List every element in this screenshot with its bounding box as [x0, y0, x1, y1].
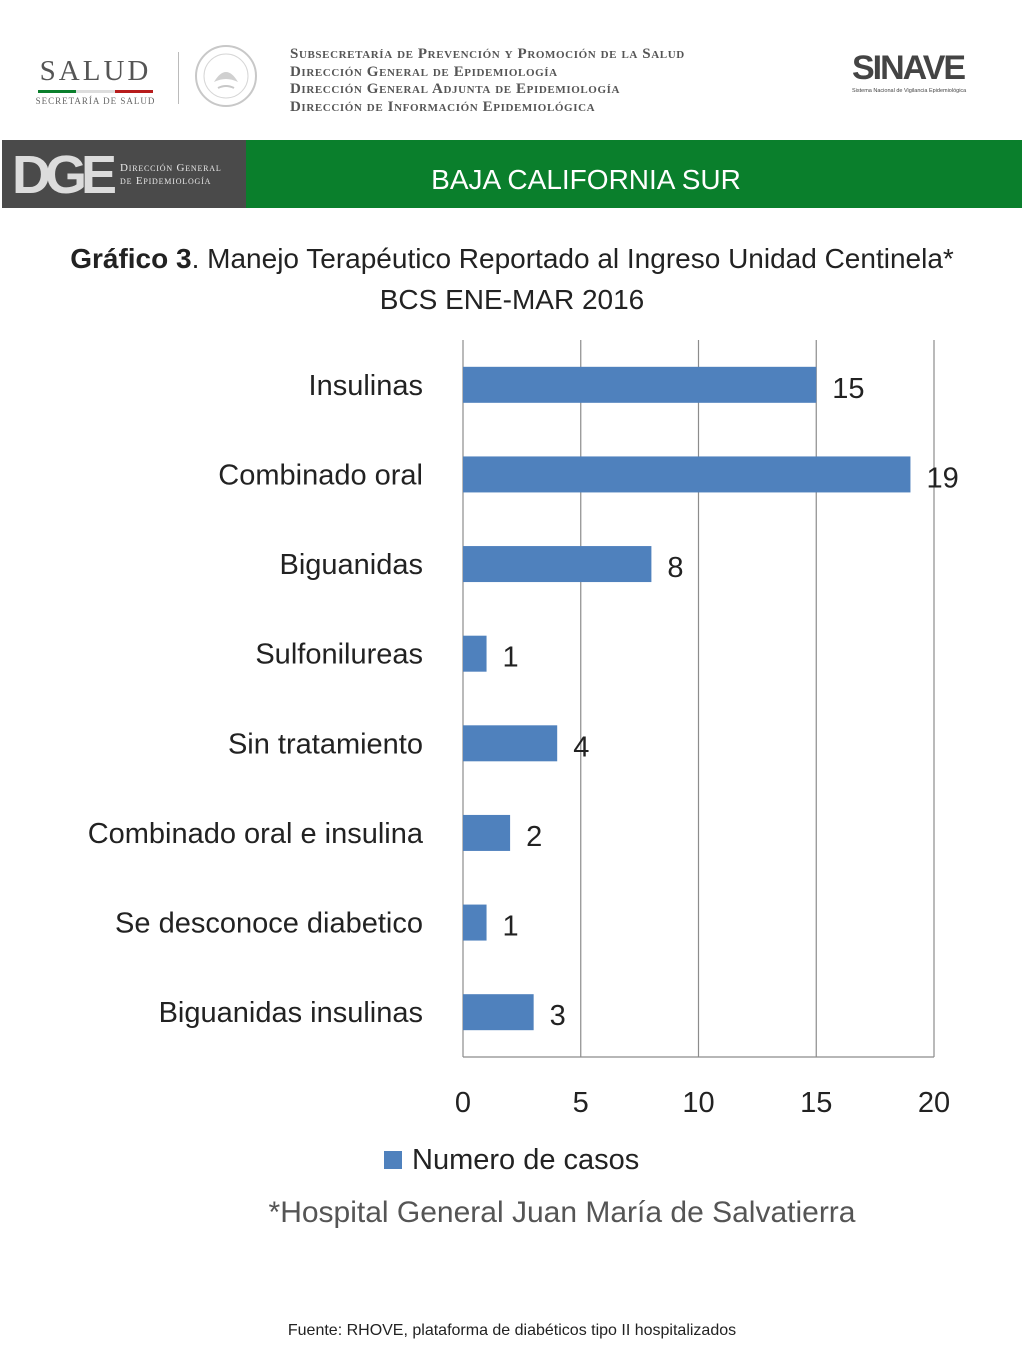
bar-chart: 0 5 10 15 20 Insulinas 15 Combinado oral 19 Bigua…: [88, 340, 959, 1119]
category-label: Combinado oral: [218, 459, 423, 491]
x-tick-label: 15: [800, 1087, 832, 1119]
category-label: Sulfonilureas: [255, 639, 423, 671]
data-label: 1: [503, 911, 519, 943]
salud-logo-word: SALUD: [39, 55, 152, 87]
dge-logo-mark: DGE: [12, 145, 117, 205]
data-label: 1: [503, 642, 519, 674]
region-band: DGE Dirección General de Epidemiología B…: [2, 140, 1022, 208]
x-tick-label: 20: [918, 1087, 950, 1119]
data-label: 8: [667, 552, 683, 584]
bar: [463, 994, 534, 1031]
dge-text-line: Dirección General: [120, 162, 222, 174]
category-label: Se desconoce diabetico: [115, 908, 423, 940]
data-label: 3: [550, 1000, 566, 1032]
data-label: 15: [832, 373, 864, 405]
footnote: *Hospital General Juan María de Salvatie…: [268, 1196, 856, 1229]
data-label: 19: [926, 462, 958, 494]
bar: [463, 814, 511, 851]
chart-legend: Numero de casos: [384, 1142, 639, 1178]
dge-text-line: de Epidemiología: [120, 175, 212, 187]
chart-title-rest: . Manejo Terapéutico Reportado al Ingres…: [191, 243, 954, 315]
chart-title-bold: Gráfico 3: [70, 243, 192, 274]
national-seal-icon: [195, 45, 257, 107]
salud-logo-subtext: SECRETARÍA DE SALUD: [35, 96, 156, 106]
x-tick-label: 5: [573, 1087, 589, 1119]
bar: [463, 725, 558, 762]
category-label: Sin tratamiento: [228, 728, 423, 760]
institution-lines: Subsecretaría de Prevención y Promoción …: [290, 46, 685, 116]
sinave-logo-word: SINAVE: [852, 49, 966, 87]
region-name: BAJA CALIFORNIA SUR: [431, 164, 741, 195]
category-label: Biguanidas insulinas: [159, 997, 423, 1029]
region-block: BAJA CALIFORNIA SUR: [246, 140, 1022, 208]
data-label: 2: [526, 821, 542, 853]
chart-title: Gráfico 3. Manejo Terapéutico Reportado …: [40, 238, 984, 320]
bar: [463, 904, 487, 941]
bar: [463, 366, 817, 403]
legend-swatch: [384, 1151, 402, 1169]
salud-logo: SALUD SECRETARÍA DE SALUD: [28, 55, 163, 106]
x-tick-label: 0: [455, 1087, 471, 1119]
x-tick-label: 10: [682, 1087, 714, 1119]
category-label: Insulinas: [309, 370, 423, 402]
source-note: Fuente: RHOVE, plataforma de diabéticos …: [287, 1322, 737, 1339]
dge-logo-text: Dirección General de Epidemiología: [120, 162, 222, 188]
institution-line: Dirección General Adjunta de Epidemiolog…: [290, 81, 621, 97]
institution-line: Subsecretaría de Prevención y Promoción …: [290, 46, 685, 62]
category-label: Combinado oral e insulina: [88, 818, 424, 850]
category-label: Biguanidas: [280, 549, 424, 581]
header-divider: [178, 52, 179, 104]
bar: [463, 546, 652, 583]
bar: [463, 456, 911, 493]
legend-label: Numero de casos: [412, 1143, 640, 1176]
data-label: 4: [573, 731, 589, 763]
page-header: SALUD SECRETARÍA DE SALUD Subsecretaría …: [0, 0, 1024, 140]
institution-line: Dirección General de Epidemiología: [290, 63, 558, 80]
sinave-logo: SINAVE Sistema Nacional de Vigilancia Ep…: [852, 48, 992, 94]
salud-logo-stripes: [38, 90, 153, 93]
dge-logo-block: DGE Dirección General de Epidemiología: [2, 140, 246, 208]
institution-line: Dirección de Información Epidemiológica: [290, 98, 596, 115]
sinave-logo-subtext: Sistema Nacional de Vigilancia Epidemiol…: [852, 88, 967, 94]
bar: [463, 635, 487, 672]
